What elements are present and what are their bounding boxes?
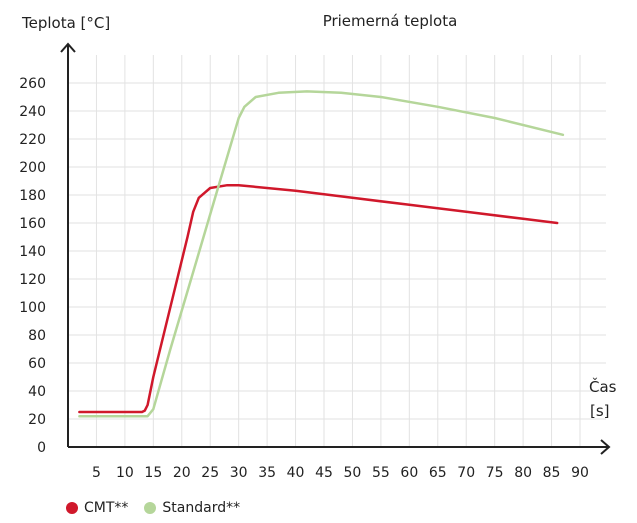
x-tick-label: 40 [287, 465, 305, 481]
x-tick-label: 5 [92, 465, 101, 481]
y-tick-labels: 0 20 40 60 80 100 120 140 160 180 200 220 240 260 [19, 76, 46, 456]
y-tick-label: 240 [19, 104, 46, 120]
y-axis-label: Teplota [°C] [21, 14, 110, 32]
grid [68, 55, 606, 447]
x-tick-label: 35 [258, 465, 276, 481]
series-line-cmt [78, 183, 559, 414]
y-tick-label: 180 [19, 188, 46, 204]
legend-label-standard: Standard** [162, 500, 241, 516]
y-tick-label: 220 [19, 132, 46, 148]
x-tick-label: 15 [144, 465, 162, 481]
y-tick-label: 140 [19, 244, 46, 260]
legend-swatch-standard [144, 502, 157, 514]
series-lines [78, 90, 565, 418]
y-tick-label: 0 [37, 440, 46, 456]
y-tick-label: 20 [28, 412, 46, 428]
y-tick-label: 100 [19, 300, 46, 316]
x-axis-label: Čas [589, 377, 617, 396]
y-tick-label: 60 [28, 356, 46, 372]
x-tick-label: 70 [457, 465, 475, 481]
x-tick-labels: 5 10 15 20 25 30 35 40 45 50 55 60 65 70 75 80 85 90 [92, 465, 589, 481]
x-tick-label: 25 [201, 465, 219, 481]
chart-title: Priemerná teplota [323, 12, 458, 30]
x-tick-label: 65 [429, 465, 447, 481]
y-tick-label: 120 [19, 272, 46, 288]
legend-swatch-cmt [66, 502, 78, 514]
x-tick-label: 90 [571, 465, 589, 481]
series-line-standard [78, 90, 565, 418]
y-tick-label: 200 [19, 160, 46, 176]
x-tick-label: 55 [372, 465, 390, 481]
axes [60, 42, 611, 455]
x-axis-arrow [600, 439, 611, 455]
x-tick-label: 60 [400, 465, 418, 481]
x-tick-label: 20 [173, 465, 191, 481]
y-tick-label: 40 [28, 384, 46, 400]
legend: CMT** Standard** [66, 500, 240, 516]
legend-item-standard[interactable]: Standard** [144, 500, 240, 516]
y-tick-label: 80 [28, 328, 46, 344]
y-tick-label: 260 [19, 76, 46, 92]
y-tick-label: 160 [19, 216, 46, 232]
x-tick-label: 30 [230, 465, 248, 481]
x-tick-label: 80 [514, 465, 532, 481]
legend-label-cmt: CMT** [84, 500, 129, 516]
x-tick-label: 75 [486, 465, 504, 481]
x-tick-label: 85 [543, 465, 561, 481]
y-axis-arrow [60, 42, 76, 53]
legend-item-cmt[interactable]: CMT** [66, 500, 128, 516]
x-tick-label: 50 [344, 465, 362, 481]
x-tick-label: 45 [315, 465, 333, 481]
x-tick-label: 10 [116, 465, 134, 481]
x-axis-unit: [s] [590, 402, 610, 420]
